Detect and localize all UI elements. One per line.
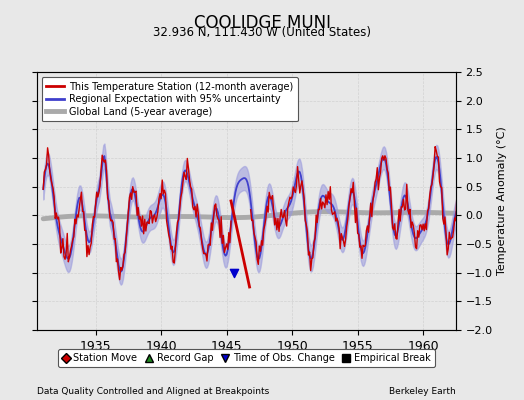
Text: Data Quality Controlled and Aligned at Breakpoints: Data Quality Controlled and Aligned at B… bbox=[37, 387, 269, 396]
Y-axis label: Temperature Anomaly (°C): Temperature Anomaly (°C) bbox=[497, 127, 507, 275]
Text: COOLIDGE MUNI: COOLIDGE MUNI bbox=[193, 14, 331, 32]
Legend: This Temperature Station (12-month average), Regional Expectation with 95% uncer: This Temperature Station (12-month avera… bbox=[41, 77, 298, 122]
Text: Berkeley Earth: Berkeley Earth bbox=[389, 387, 456, 396]
Text: 32.936 N, 111.430 W (United States): 32.936 N, 111.430 W (United States) bbox=[153, 26, 371, 39]
Legend: Station Move, Record Gap, Time of Obs. Change, Empirical Break: Station Move, Record Gap, Time of Obs. C… bbox=[58, 349, 435, 367]
Point bbox=[230, 270, 238, 276]
